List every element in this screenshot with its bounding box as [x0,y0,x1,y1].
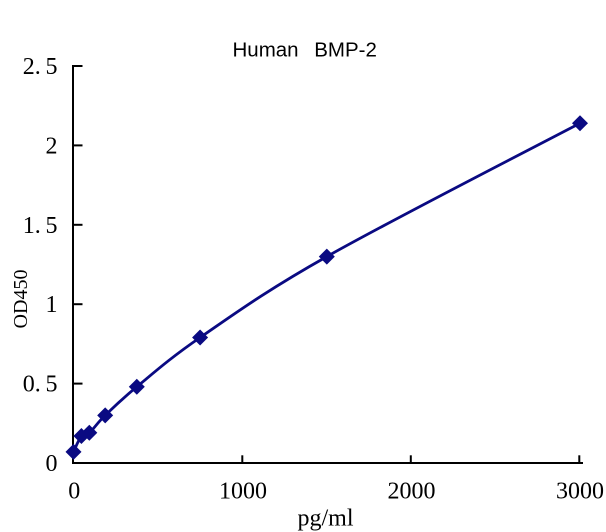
svg-text:OD450: OD450 [10,270,32,329]
svg-text:BMP-2: BMP-2 [314,39,377,62]
svg-text:0. 5: 0. 5 [23,372,58,398]
svg-text:2: 2 [46,133,58,159]
svg-text:2000: 2000 [388,479,436,505]
svg-text:0: 0 [68,479,80,505]
svg-text:3000: 3000 [556,479,604,505]
svg-text:1000: 1000 [219,479,267,505]
svg-text:0: 0 [46,451,58,477]
svg-text:1: 1 [46,292,58,318]
svg-text:Human: Human [233,39,299,62]
svg-text:pg/ml: pg/ml [297,506,353,532]
svg-text:1. 5: 1. 5 [23,213,58,239]
svg-text:2. 5: 2. 5 [23,54,58,80]
